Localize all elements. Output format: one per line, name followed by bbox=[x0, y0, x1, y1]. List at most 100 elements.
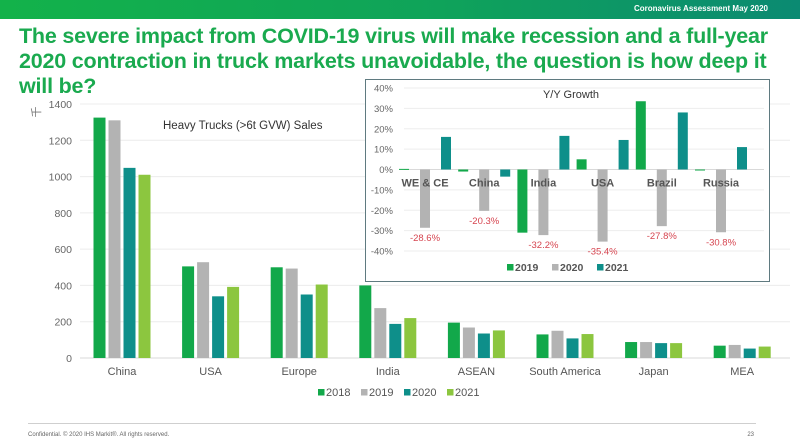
inset-y-tick-label: 10% bbox=[374, 145, 394, 156]
x-tick-label: India bbox=[376, 366, 401, 378]
inset-bar-2021-russia bbox=[737, 147, 747, 170]
inset-legend-label-2019: 2019 bbox=[515, 262, 539, 274]
inset-bar-2020-brazil bbox=[656, 169, 667, 227]
y-tick-label: 1400 bbox=[49, 99, 73, 111]
x-tick-label: Europe bbox=[281, 366, 316, 378]
x-tick-label: USA bbox=[199, 366, 222, 378]
bar-2018-south-america bbox=[536, 334, 549, 358]
inset-y-tick-label: 30% bbox=[374, 104, 394, 115]
bar-2019-japan bbox=[640, 342, 653, 358]
yy-growth-chart: 40% 30% 20% 10% 0% -10% -20% -30% -40% Y/Y Growth… bbox=[371, 84, 764, 274]
legend-swatch-2018 bbox=[318, 389, 325, 396]
bar-2018-usa bbox=[182, 266, 195, 358]
y-axis-label: 千 bbox=[30, 107, 43, 118]
bar-2018-japan bbox=[625, 342, 638, 358]
inset-bar-2019-china bbox=[458, 169, 469, 172]
x-tick-label: MEA bbox=[730, 366, 755, 378]
inset-x-tick-label: USA bbox=[591, 178, 614, 190]
inset-x-tick-label: India bbox=[531, 178, 558, 190]
inset-y-tick-label: -10% bbox=[371, 185, 394, 196]
slide-headline: The severe impact from COVID-19 virus wi… bbox=[19, 24, 768, 98]
inset-data-label: -27.8% bbox=[647, 231, 678, 242]
bar-2020-usa bbox=[212, 296, 225, 358]
y-tick-label: 1200 bbox=[49, 135, 73, 147]
inset-data-label: -20.3% bbox=[469, 216, 500, 227]
inset-legend-swatch-2021 bbox=[597, 264, 604, 271]
inset-y-tick-label: 40% bbox=[374, 84, 394, 95]
bar-2021-usa bbox=[227, 286, 240, 358]
inset-bar-2020-china bbox=[479, 169, 490, 211]
inset-bar-2019-brazil bbox=[635, 101, 646, 170]
bar-2020-china bbox=[123, 167, 136, 358]
inset-bar-2021-china bbox=[500, 169, 511, 177]
legend-label-2021: 2021 bbox=[455, 387, 479, 399]
y-tick-label: 200 bbox=[54, 317, 72, 329]
inset-legend-label-2021: 2021 bbox=[605, 262, 629, 274]
inset-bar-2021-india bbox=[559, 135, 570, 170]
inset-legend-swatch-2019 bbox=[507, 264, 514, 271]
inset-bar-2020-we-ce bbox=[420, 169, 430, 228]
bar-2019-india bbox=[374, 308, 387, 358]
inset-data-label: -35.4% bbox=[588, 247, 619, 258]
bar-2020-japan bbox=[655, 343, 668, 358]
bar-2018-india bbox=[359, 285, 372, 358]
inset-bar-2019-russia bbox=[695, 169, 705, 171]
inset-title: Y/Y Growth bbox=[543, 89, 599, 101]
bar-2021-asean bbox=[492, 330, 505, 358]
top-banner: Coronavirus Assessment May 2020 bbox=[0, 0, 800, 19]
y-tick-label: 0 bbox=[66, 353, 72, 365]
inset-x-tick-label: China bbox=[469, 178, 500, 190]
bar-2021-china bbox=[138, 174, 151, 358]
inset-y-tick-label: -40% bbox=[371, 247, 394, 258]
yy-growth-inset: 40% 30% 20% 10% 0% -10% -20% -30% -40% Y/Y Growth… bbox=[365, 79, 770, 282]
y-tick-label: 600 bbox=[54, 244, 72, 256]
inset-x-tick-label: Brazil bbox=[647, 178, 677, 190]
inset-bar-2020-india bbox=[538, 169, 549, 236]
inset-data-label: -32.2% bbox=[528, 240, 559, 251]
y-tick-label: 1000 bbox=[49, 172, 73, 184]
bar-2019-mea bbox=[728, 344, 741, 358]
inset-bar-2019-usa bbox=[576, 159, 587, 170]
inset-x-tick-label: Russia bbox=[703, 178, 740, 190]
inset-y-tick-label: -30% bbox=[371, 226, 394, 237]
bar-2021-mea bbox=[758, 346, 771, 358]
inset-bar-2021-usa bbox=[618, 139, 629, 170]
bar-2021-india bbox=[404, 318, 417, 358]
bar-2018-china bbox=[93, 117, 106, 358]
bar-2020-europe bbox=[300, 294, 313, 358]
bar-2020-india bbox=[389, 323, 402, 358]
inset-bar-2019-we-ce bbox=[399, 168, 409, 170]
bar-2020-south-america bbox=[566, 338, 579, 358]
inset-bar-2021-brazil bbox=[677, 112, 688, 170]
legend-swatch-2019 bbox=[361, 389, 368, 396]
bar-2018-mea bbox=[713, 345, 726, 358]
x-tick-label: Japan bbox=[639, 366, 669, 378]
legend-label-2019: 2019 bbox=[369, 387, 393, 399]
inset-data-label: -28.6% bbox=[410, 233, 441, 244]
inset-y-tick-label: 0% bbox=[379, 165, 393, 176]
legend-swatch-2021 bbox=[447, 389, 454, 396]
inset-bar-2021-we-ce bbox=[441, 136, 451, 170]
bar-2019-south-america bbox=[551, 330, 564, 358]
footer-confidential: Confidential. © 2020 IHS Markit®. All ri… bbox=[28, 432, 170, 438]
page-number: 23 bbox=[747, 432, 754, 438]
heavy-truck-sales-chart: 0 200 400 600 800 1000 1200 1400 千 Heavy Trucks (… bbox=[30, 99, 790, 399]
legend-label-2020: 2020 bbox=[412, 387, 436, 399]
bar-2019-china bbox=[108, 120, 121, 358]
x-tick-label: South America bbox=[529, 366, 601, 378]
bar-2021-japan bbox=[670, 343, 683, 358]
legend-label-2018: 2018 bbox=[326, 387, 350, 399]
x-tick-label: China bbox=[108, 366, 138, 378]
bar-2021-europe bbox=[315, 284, 328, 358]
bar-2020-mea bbox=[743, 348, 756, 358]
bar-2019-asean bbox=[462, 327, 475, 358]
inset-bar-2019-india bbox=[517, 169, 528, 233]
inset-y-tick-label: -20% bbox=[371, 206, 394, 217]
inset-legend-swatch-2020 bbox=[552, 264, 559, 271]
bar-2020-asean bbox=[477, 333, 490, 358]
legend-swatch-2020 bbox=[404, 389, 411, 396]
bar-2019-europe bbox=[285, 268, 298, 358]
y-tick-label: 400 bbox=[54, 280, 72, 292]
inset-bar-2020-usa bbox=[597, 169, 608, 242]
bar-2018-asean bbox=[447, 322, 460, 358]
